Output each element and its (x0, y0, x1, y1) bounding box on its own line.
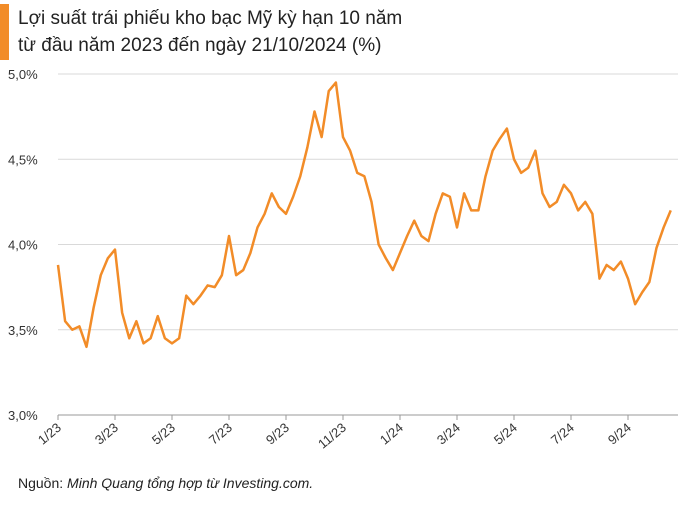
y-tick-label: 3,5% (8, 323, 38, 338)
chart-subtitle: từ đầu năm 2023 đến ngày 21/10/2024 (%) (18, 35, 381, 56)
y-tick-label: 5,0% (8, 67, 38, 82)
x-tick-label: 3/23 (92, 420, 121, 448)
x-tick-label: 11/23 (315, 420, 349, 452)
chart-title: Lợi suất trái phiếu kho bạc Mỹ kỳ hạn 10… (18, 8, 402, 29)
y-tick-label: 3,0% (8, 408, 38, 423)
x-tick-label: 7/24 (548, 420, 577, 448)
x-tick-label: 9/23 (263, 420, 292, 448)
x-tick-label: 7/23 (206, 420, 235, 448)
line-series (56, 81, 672, 349)
x-tick-label: 9/24 (605, 420, 634, 448)
x-tick-label: 1/23 (35, 420, 64, 448)
x-tick-label: 5/23 (149, 420, 178, 448)
x-tick-label: 3/24 (434, 420, 463, 448)
x-tick-label: 5/24 (491, 420, 520, 448)
y-tick-label: 4,0% (8, 238, 38, 253)
source: Nguồn: Minh Quang tổng hợp từ Investing.… (18, 475, 313, 491)
source-label: Nguồn: (18, 475, 63, 491)
x-tick-label: 1/24 (377, 420, 406, 448)
source-text: Minh Quang tổng hợp từ Investing.com. (67, 475, 313, 491)
title-accent (0, 4, 9, 60)
y-tick-label: 4,5% (8, 152, 38, 167)
